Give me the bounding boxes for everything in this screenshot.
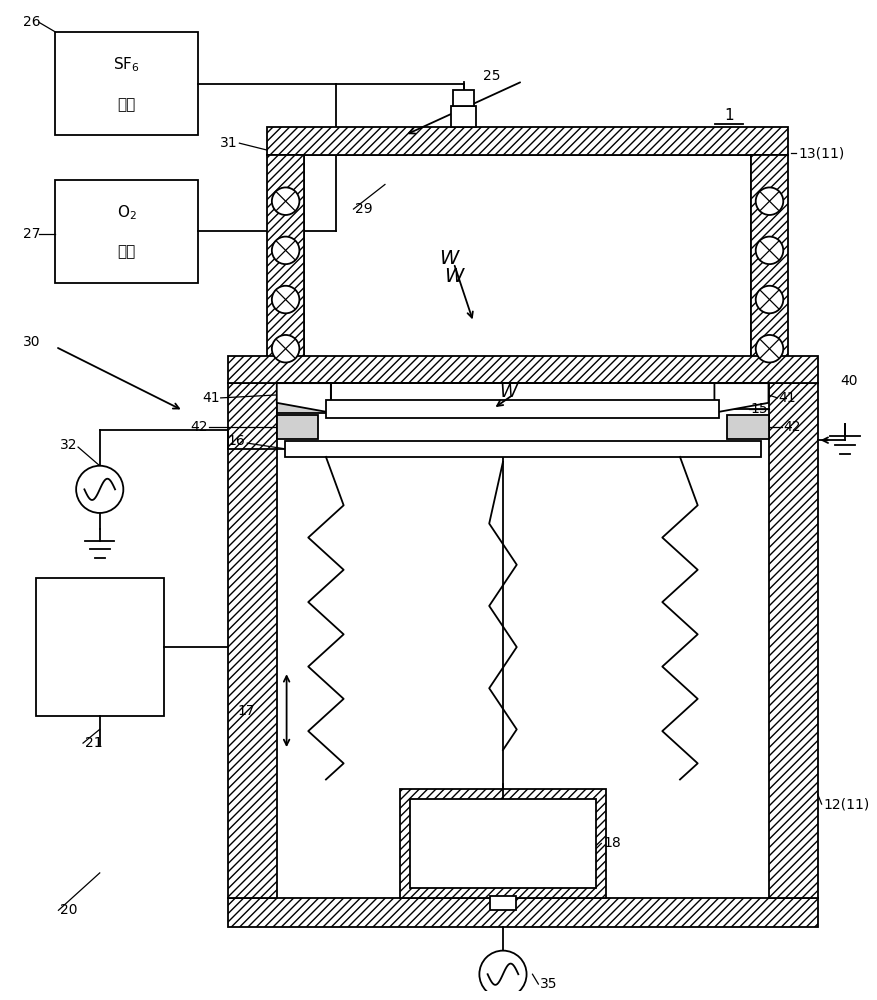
Bar	[227, 356, 816, 383]
Bar	[36, 578, 163, 716]
Text: 32: 32	[61, 438, 78, 452]
Bar	[284, 441, 759, 457]
Bar	[227, 898, 816, 927]
Text: 26: 26	[23, 15, 40, 29]
Bar	[304, 155, 750, 383]
Bar	[55, 32, 198, 135]
Text: 29: 29	[355, 202, 373, 216]
Circle shape	[272, 286, 299, 313]
Circle shape	[272, 335, 299, 362]
Text: 气体: 气体	[118, 244, 136, 259]
Bar	[409, 799, 595, 888]
Polygon shape	[276, 383, 331, 413]
Circle shape	[479, 951, 526, 998]
Bar	[227, 383, 276, 898]
Bar	[55, 180, 198, 283]
Text: W: W	[444, 267, 463, 286]
Text: 16: 16	[227, 434, 245, 448]
Text: 41: 41	[202, 391, 219, 405]
Text: 15: 15	[750, 402, 767, 416]
Text: 12(11): 12(11)	[823, 797, 869, 811]
Text: 41: 41	[778, 391, 795, 405]
Text: 42: 42	[782, 420, 800, 434]
Bar	[276, 415, 317, 439]
Text: 20: 20	[61, 903, 78, 917]
Circle shape	[755, 335, 782, 362]
Bar	[267, 155, 304, 383]
Bar	[726, 415, 767, 439]
Text: 21: 21	[85, 736, 103, 750]
Bar	[399, 789, 605, 898]
Circle shape	[76, 466, 123, 513]
Bar	[450, 106, 476, 127]
Text: 42: 42	[190, 420, 208, 434]
Text: 气体: 气体	[118, 97, 136, 112]
Text: 40: 40	[839, 374, 857, 388]
Text: O$_2$: O$_2$	[117, 203, 137, 222]
Bar	[767, 383, 816, 898]
Circle shape	[272, 187, 299, 215]
Text: 1: 1	[724, 108, 733, 123]
Bar	[489, 896, 515, 910]
Text: W: W	[498, 383, 517, 401]
Text: 30: 30	[23, 335, 40, 349]
Text: 35: 35	[539, 977, 557, 991]
Circle shape	[755, 187, 782, 215]
Circle shape	[272, 237, 299, 264]
Circle shape	[755, 237, 782, 264]
Text: 31: 31	[219, 136, 237, 150]
Bar	[453, 90, 474, 106]
Bar	[276, 383, 331, 413]
Text: 17: 17	[238, 704, 255, 718]
Text: 13(11): 13(11)	[797, 146, 844, 160]
Bar	[750, 155, 788, 383]
Text: W: W	[438, 249, 458, 268]
Text: 25: 25	[482, 69, 500, 83]
Bar	[325, 400, 718, 418]
Bar	[267, 127, 788, 155]
Circle shape	[755, 286, 782, 313]
Text: 18: 18	[602, 836, 620, 850]
Text: SF$_6$: SF$_6$	[113, 56, 140, 74]
Polygon shape	[714, 383, 767, 413]
Text: 27: 27	[23, 227, 40, 241]
